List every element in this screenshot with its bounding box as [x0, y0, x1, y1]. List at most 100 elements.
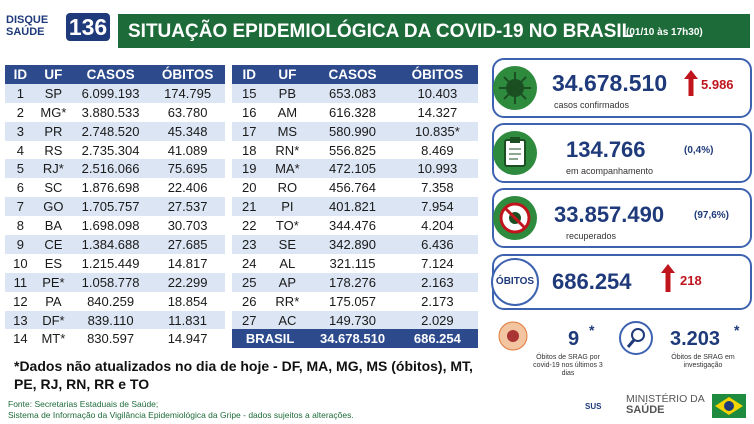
- logo-text: DISQUE SAÚDE: [6, 14, 48, 38]
- table-cell: 2.516.066: [81, 161, 140, 177]
- table-row: 26 RR* 175.057 2.173: [232, 292, 478, 311]
- srag-investigation-value: 3.203: [670, 328, 721, 350]
- table-cell: 839.110: [87, 312, 134, 328]
- table-cell: 22.406: [167, 180, 208, 196]
- table-cell: 75.695: [167, 161, 208, 177]
- table-cell: SE: [278, 236, 297, 252]
- table-cell: 1.698.098: [81, 218, 140, 234]
- table-cell: 9: [16, 236, 25, 252]
- table-cell: MT*: [41, 331, 66, 347]
- table-cell: RJ*: [42, 161, 64, 177]
- table-cell: 472.105: [329, 161, 377, 177]
- table-cell: 5: [16, 161, 25, 177]
- table-cell: 14.817: [167, 255, 208, 271]
- monitoring-label: em acompanhamento: [566, 166, 654, 176]
- table-row: 15 PB 653.083 10.403: [232, 83, 478, 103]
- table-cell: 11.831: [168, 312, 207, 328]
- date: (01/10 às 17h30): [626, 27, 703, 38]
- table-cell: PE*: [42, 274, 65, 290]
- table-cell: 7.124: [421, 255, 454, 271]
- table-cell: GO: [43, 199, 64, 215]
- table-cell: 4.204: [421, 218, 454, 234]
- table-cell: 6.099.193: [81, 85, 140, 101]
- table-row: 18 RN* 556.825 8.469: [232, 141, 478, 160]
- table-cell: 3: [16, 123, 25, 139]
- table-row: 16 AM 616.328 14.327: [232, 103, 478, 122]
- table-cell: 8: [16, 218, 25, 234]
- table-cell: 456.764: [329, 180, 377, 196]
- srag-investigation-label: Óbitos de SRAG em investigação: [671, 354, 735, 369]
- virus-icon: [493, 66, 537, 110]
- table-cell: 41.089: [167, 142, 208, 158]
- table-cell: MS: [277, 123, 298, 139]
- deaths-label: ÓBITOS: [491, 258, 539, 306]
- table-cell: RN*: [275, 142, 300, 158]
- header-row: ID UF CASOS ÓBITOS: [5, 65, 225, 84]
- table-cell: 14: [13, 331, 28, 347]
- ministry-logo: MINISTÉRIO DA SAÚDE: [626, 394, 705, 416]
- table-cell: 23: [241, 236, 257, 252]
- table-cell: 556.825: [329, 142, 377, 158]
- table-row: 6 SC 1.876.698 22.406: [5, 178, 225, 197]
- table-cell: 22: [241, 218, 257, 234]
- confirmed-increase: 5.986: [701, 77, 734, 92]
- table-cell: PR: [44, 123, 63, 139]
- table-cell: DF*: [42, 312, 65, 328]
- table-cell: 15: [241, 85, 257, 101]
- table-row: 24 AL 321.115 7.124: [232, 254, 478, 273]
- monitoring-value: 134.766: [566, 137, 646, 162]
- srag-covid-label: Óbitos de SRAG por covid-19 nos últimos …: [533, 354, 603, 377]
- table-cell: 149.730: [329, 312, 377, 328]
- table-cell: 27.685: [167, 236, 208, 252]
- table-cell: 27.537: [167, 199, 208, 215]
- table-row: 13 DF* 839.110 11.831: [5, 310, 225, 330]
- table-cell: 178.276: [329, 274, 377, 290]
- deaths-value: 686.254: [552, 269, 632, 294]
- card-monitoring: 134.766 (0,4%) em acompanhamento: [492, 123, 752, 183]
- table-cell: 840.259: [87, 293, 135, 309]
- column-header: UF: [278, 66, 297, 82]
- table-cell: 8.469: [421, 142, 454, 158]
- table-cell: 1.215.449: [81, 255, 140, 271]
- table-cell: 7: [16, 199, 25, 215]
- table-row: 7 GO 1.705.757 27.537: [5, 197, 225, 217]
- table-cell: 10: [13, 255, 28, 271]
- table-cell: 24: [241, 255, 257, 271]
- srag-covid: 9 * Óbitos de SRAG por covid-19 nos últi…: [492, 318, 610, 377]
- table-row: 19 MA* 472.105 10.993: [232, 159, 478, 179]
- table-cell: RO: [277, 180, 298, 196]
- table-row: 17 MS 580.990 10.835*: [232, 121, 478, 141]
- table-row: 9 CE 1.384.688 27.685: [5, 235, 225, 254]
- table-cell: 26: [241, 293, 257, 309]
- table-cell: 175.057: [329, 293, 377, 309]
- table-cell: 2.163: [421, 274, 454, 290]
- table-row: 20 RO 456.764 7.358: [232, 178, 478, 197]
- up-arrow: [684, 70, 698, 96]
- table-cell: 1.876.698: [81, 180, 140, 196]
- table-row: 11 PE* 1.058.778 22.299: [5, 272, 225, 292]
- table-cell: 1.384.688: [81, 236, 140, 252]
- table-row: 10 ES 1.215.449 14.817: [5, 254, 225, 273]
- table-cell: 16: [241, 104, 257, 120]
- sus-logo: SUS: [585, 402, 602, 411]
- column-header: ID: [242, 66, 256, 82]
- clipboard-icon: [493, 131, 537, 175]
- table-cell: 14.947: [167, 331, 208, 347]
- recovered-percent: (97,6%): [694, 210, 730, 221]
- table-cell: 63.780: [167, 104, 208, 120]
- table-cell: 25: [241, 274, 257, 290]
- table-cell: 13: [13, 312, 28, 328]
- table-cell: SC: [44, 180, 63, 196]
- ministry: MINISTÉRIO DA: [626, 393, 705, 405]
- table-cell: 2.735.304: [81, 142, 140, 158]
- table-cell: 401.821: [329, 199, 377, 215]
- table-row: 3 PR 2.748.520 45.348: [5, 121, 225, 141]
- table-cell: 11: [13, 274, 28, 290]
- srag-icon: [498, 321, 528, 351]
- table-cell: 4: [16, 142, 25, 158]
- up-arrow: [661, 264, 675, 292]
- table-cell: 1: [16, 85, 25, 101]
- table-cell: 830.597: [87, 331, 135, 347]
- table-cell: 19: [241, 161, 257, 177]
